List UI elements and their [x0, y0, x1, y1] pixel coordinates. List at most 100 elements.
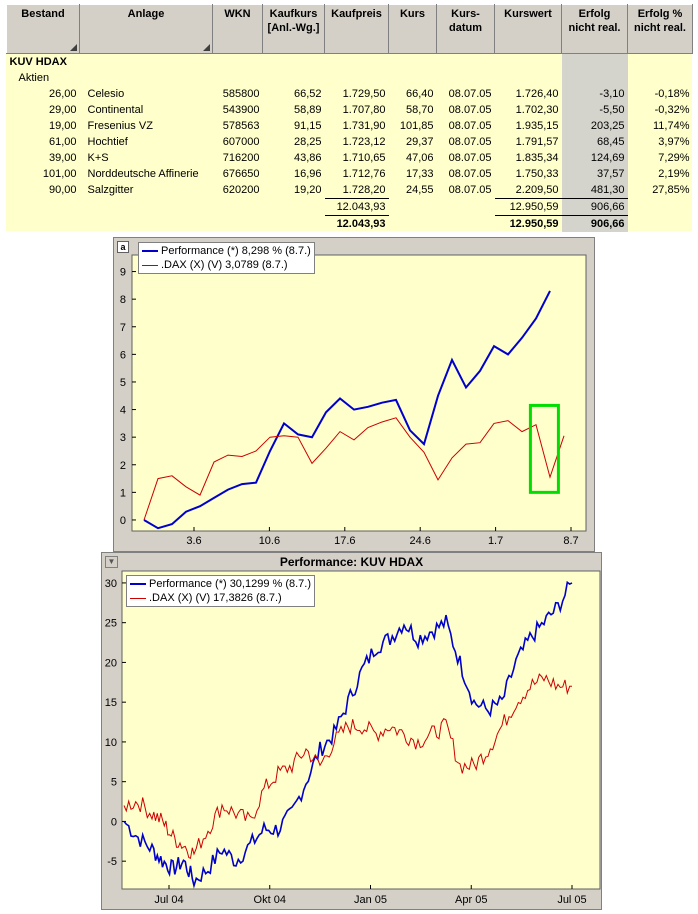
- cell-erfolg: 68,45: [561, 134, 628, 150]
- cell-kaufkurs: 19,20: [293, 184, 322, 197]
- subtotal-kurswert: 12.950,59: [494, 198, 562, 216]
- cell-kurs: 101,85: [399, 120, 434, 132]
- cell-erfolg: 203,25: [561, 118, 628, 134]
- legend-swatch: [130, 583, 146, 585]
- cell-bestand: 39,00: [48, 152, 77, 164]
- subgroup-row[interactable]: Aktien: [7, 70, 693, 86]
- cell-erfolgpct: -0,18%: [654, 88, 690, 100]
- col-header-kurs[interactable]: Kurs: [388, 4, 437, 54]
- y-tick-label: 8: [120, 294, 126, 306]
- cell-anlage: Salzgitter: [87, 184, 134, 197]
- chart-menu-button[interactable]: ▼: [105, 556, 118, 568]
- table-row[interactable]: 26,00 Celesio 585800 66,52 1.729,50 66,40 08.0…: [7, 86, 693, 102]
- y-tick-label: 0: [120, 515, 126, 527]
- chart-options-button[interactable]: a: [117, 241, 129, 253]
- col-header-anlage[interactable]: Anlage: [79, 4, 213, 54]
- cell-kurs: 24,55: [405, 184, 434, 197]
- cell-bestand: 19,00: [48, 120, 77, 132]
- col-header-kaufpreis[interactable]: Kaufpreis: [324, 4, 389, 54]
- cell-erfolgpct: -0,32%: [654, 104, 690, 116]
- table-row[interactable]: 90,00 Salzgitter 620200 19,20 1.728,20 24,55 0…: [7, 182, 693, 199]
- cell-erfolgpct: 7,29%: [658, 152, 690, 164]
- y-tick-label: 10: [105, 737, 117, 749]
- col-header-label: Kaufkurs: [269, 8, 318, 20]
- col-header-label: Kurswert: [504, 8, 552, 20]
- x-tick-label: Jul 04: [154, 894, 183, 906]
- cell-erfolg: 37,57: [561, 166, 628, 182]
- cell-kurswert: 2.209,50: [515, 184, 559, 196]
- cell-erfolg: 481,30: [561, 182, 628, 199]
- table-header-row: Bestand Anlage WKN Kaufkurs [Anl.-Wg.] Ka…: [6, 4, 693, 54]
- y-tick-label: 0: [111, 816, 117, 828]
- cell-kaufpreis: 1.710,65: [342, 152, 386, 164]
- cell-kaufpreis: 1.728,20: [342, 184, 386, 196]
- col-header-bestand[interactable]: Bestand: [6, 4, 80, 54]
- cell-kaufpreis: 1.712,76: [342, 168, 386, 180]
- cell-anlage: Celesio: [87, 88, 125, 100]
- y-tick-label: 2: [120, 460, 126, 472]
- legend-item-performance: Performance (*) 30,1299 % (8.7.): [130, 577, 311, 591]
- col-header-erfolg[interactable]: Erfolg nicht real.: [561, 4, 628, 54]
- y-tick-label: 20: [105, 657, 117, 669]
- x-tick-label: 8.7: [563, 535, 578, 547]
- x-tick-label: Jan 05: [354, 894, 387, 906]
- cell-datum: 08.07.05: [448, 88, 492, 100]
- y-tick-label: 25: [105, 618, 117, 630]
- x-tick-label: Apr 05: [455, 894, 487, 906]
- table-row[interactable]: 101,00 Norddeutsche Affinerie 676650 16,96 1…: [7, 166, 693, 182]
- x-tick-label: 17.6: [334, 535, 355, 547]
- subtotal-row: 12.043,93 12.950,59 906,66: [7, 198, 693, 216]
- col-header-wkn[interactable]: WKN: [212, 4, 263, 54]
- col-header-sublabel: nicht real.: [568, 22, 621, 34]
- col-header-sublabel: nicht real.: [634, 22, 686, 34]
- cell-wkn: 578563: [222, 120, 260, 132]
- x-tick-label: Jul 05: [557, 894, 586, 906]
- legend-item-performance: Performance (*) 8,298 % (8.7.): [142, 244, 311, 258]
- y-tick-label: 5: [120, 377, 126, 389]
- cell-kaufpreis: 1.707,80: [342, 104, 386, 116]
- legend-swatch: [142, 264, 158, 266]
- cell-wkn: 607000: [222, 136, 260, 148]
- col-header-sublabel: [Anl.-Wg.]: [267, 22, 320, 34]
- col-header-label: Kurs: [399, 8, 426, 20]
- cell-erfolgpct: 11,74%: [653, 120, 690, 132]
- cell-kaufpreis: 1.731,90: [342, 120, 386, 132]
- y-tick-label: 3: [120, 432, 126, 444]
- cell-datum: 08.07.05: [448, 184, 492, 197]
- col-header-kaufkurs[interactable]: Kaufkurs [Anl.-Wg.]: [262, 4, 325, 54]
- performance-chart-long: ▼ Performance: KUV HDAX -5 0 5 10 15 20 25 30 Ju…: [101, 552, 602, 910]
- col-header-label: Kaufpreis: [331, 8, 382, 20]
- total-erfolg: 906,66: [561, 215, 628, 232]
- table-row[interactable]: 39,00 K+S 716200 43,86 1.710,65 47,06 08.07.05…: [7, 150, 693, 166]
- cell-kaufkurs: 43,86: [293, 152, 322, 164]
- table-row[interactable]: 29,00 Continental 543900 58,89 1.707,80 58,70…: [7, 102, 693, 118]
- group-row[interactable]: KUV HDAX: [7, 53, 693, 70]
- table-row[interactable]: 19,00 Fresenius VZ 578563 91,15 1.731,90 101,…: [7, 118, 693, 134]
- x-tick-label: 3.6: [186, 535, 201, 547]
- cell-kaufpreis: 1.729,50: [342, 88, 386, 100]
- series-line-performance: [143, 290, 551, 530]
- cell-kurswert: 1.935,15: [515, 120, 559, 132]
- subtotal-erfolg: 906,66: [561, 198, 628, 216]
- col-header-kursdatum[interactable]: Kurs-datum: [436, 4, 495, 54]
- cell-bestand: 29,00: [48, 104, 77, 116]
- subtotal-kaufpreis: 12.043,93: [324, 198, 389, 216]
- plot-area: [131, 254, 587, 532]
- legend-label: Performance (*) 8,298 % (8.7.): [161, 245, 311, 257]
- cell-kurs: 29,37: [405, 136, 434, 148]
- cell-kaufkurs: 28,25: [293, 136, 322, 148]
- cell-kurs: 47,06: [405, 152, 434, 164]
- col-header-kurswert[interactable]: Kurswert: [494, 4, 562, 54]
- resize-handle-icon[interactable]: [203, 44, 210, 51]
- col-header-label: Erfolg %: [637, 8, 683, 20]
- cell-kurs: 58,70: [405, 104, 434, 116]
- chart-legend: Performance (*) 8,298 % (8.7.) .DAX (X) …: [138, 242, 315, 274]
- col-header-label: WKN: [224, 8, 251, 20]
- table-row[interactable]: 61,00 Hochtief 607000 28,25 1.723,12 29,37 08.…: [7, 134, 693, 150]
- cell-wkn: 585800: [222, 88, 260, 100]
- col-header-erfolg-pct[interactable]: Erfolg % nicht real.: [627, 4, 693, 54]
- cell-bestand: 26,00: [48, 88, 77, 100]
- total-row: 12.043,93 12.950,59 906,66: [7, 215, 693, 232]
- resize-handle-icon[interactable]: [70, 44, 77, 51]
- cell-kurs: 66,40: [405, 88, 434, 100]
